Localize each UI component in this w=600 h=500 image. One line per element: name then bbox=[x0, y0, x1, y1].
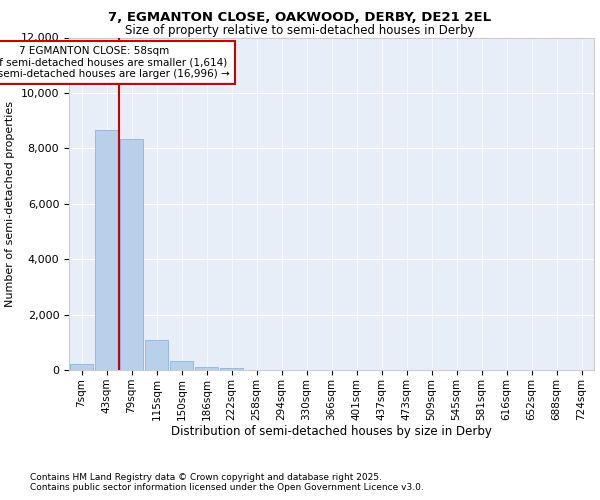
Text: Contains HM Land Registry data © Crown copyright and database right 2025.
Contai: Contains HM Land Registry data © Crown c… bbox=[30, 472, 424, 492]
Text: Size of property relative to semi-detached houses in Derby: Size of property relative to semi-detach… bbox=[125, 24, 475, 37]
Y-axis label: Number of semi-detached properties: Number of semi-detached properties bbox=[5, 101, 15, 306]
Bar bbox=[145, 340, 168, 370]
Bar bbox=[70, 364, 93, 370]
Bar bbox=[220, 368, 243, 370]
Bar bbox=[95, 130, 118, 370]
Text: 7 EGMANTON CLOSE: 58sqm
← 9% of semi-detached houses are smaller (1,614)
91% of : 7 EGMANTON CLOSE: 58sqm ← 9% of semi-det… bbox=[0, 46, 230, 79]
Text: 7, EGMANTON CLOSE, OAKWOOD, DERBY, DE21 2EL: 7, EGMANTON CLOSE, OAKWOOD, DERBY, DE21 … bbox=[109, 11, 491, 24]
Bar bbox=[120, 138, 143, 370]
Bar bbox=[170, 361, 193, 370]
X-axis label: Distribution of semi-detached houses by size in Derby: Distribution of semi-detached houses by … bbox=[171, 426, 492, 438]
Bar bbox=[195, 367, 218, 370]
